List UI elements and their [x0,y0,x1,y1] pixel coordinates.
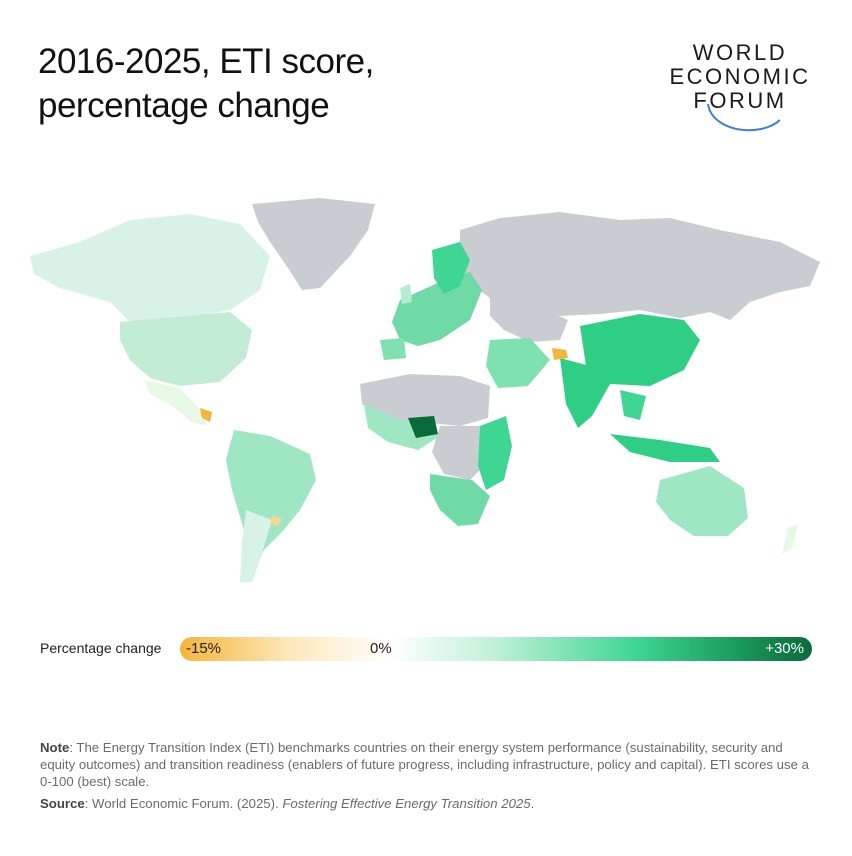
map-greenland [252,198,375,290]
map-pakistan [552,348,568,360]
title-line-2: percentage change [38,86,330,125]
wef-logo: WORLD ECONOMIC FORUM [650,40,830,140]
source-title: Fostering Effective Energy Transition 20… [282,796,531,811]
map-canada [30,214,270,322]
map-west-africa [364,404,440,450]
map-india [560,358,610,428]
map-middle-east [486,338,550,388]
logo-swoosh-icon [707,103,781,132]
legend-min-label: -15% [186,640,222,657]
legend-mid-label: 0% [370,640,392,657]
note-label: Note [40,740,70,755]
map-nigeria [408,416,438,438]
map-south-america [226,430,316,578]
map-indonesia [610,434,720,462]
map-mexico [144,380,208,426]
world-map [30,198,820,582]
map-central-africa [432,426,490,480]
note-text: : The Energy Transition Index (ETI) benc… [40,740,809,789]
map-new-zealand [782,524,798,554]
logo-word-2: ECONOMIC [669,64,811,89]
map-usa [120,312,252,386]
map-scandinavia [432,242,470,294]
source-paragraph: Source: World Economic Forum. (2025). Fo… [40,795,820,812]
footnotes: Note: The Energy Transition Index (ETI) … [40,739,820,812]
note-paragraph: Note: The Energy Transition Index (ETI) … [40,739,820,790]
map-europe [392,272,482,346]
map-china [580,314,700,386]
color-scale-bar: -15% 0% +30% [180,637,812,661]
legend-max-label: +30% [765,640,804,657]
map-uk [400,284,412,304]
source-end: . [530,796,535,811]
map-russia [460,212,820,320]
map-iberia [380,338,406,360]
map-southern-africa [430,474,490,526]
map-east-africa [478,416,512,490]
logo-word-1: WORLD [692,40,788,65]
map-argentina-chile [240,510,272,582]
map-southeast-asia [620,390,646,420]
map-uruguay [270,516,282,526]
source-label: Source [40,796,85,811]
map-central-asia [490,298,568,342]
source-text: : World Economic Forum. (2025). [84,796,283,811]
chart-title: 2016-2025, ETI score, percentage change [38,40,498,128]
legend-label: Percentage change [40,640,162,656]
title-line-1: 2016-2025, ETI score, [38,42,374,81]
logo-word-3: FORUM [693,88,787,113]
map-australia [656,466,748,536]
map-north-africa [360,374,490,426]
map-central-america [200,408,212,422]
